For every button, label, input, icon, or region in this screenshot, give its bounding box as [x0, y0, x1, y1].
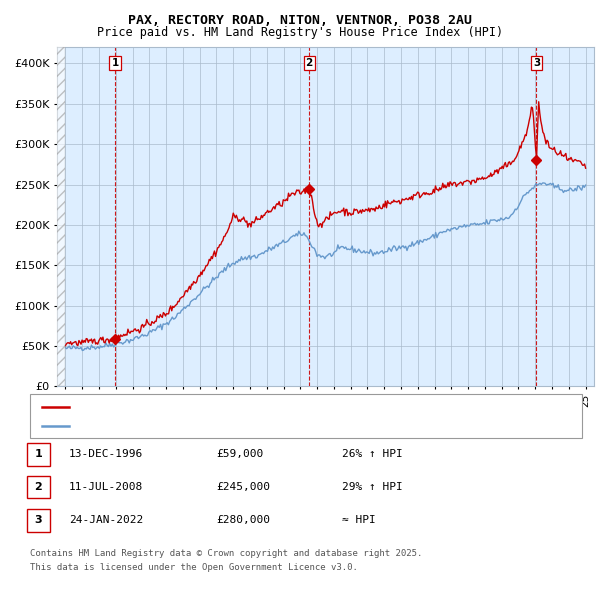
Text: 1: 1: [112, 58, 119, 68]
Text: ≈ HPI: ≈ HPI: [342, 516, 376, 525]
Text: £280,000: £280,000: [216, 516, 270, 525]
Text: HPI: Average price, semi-detached house, Isle of Wight: HPI: Average price, semi-detached house,…: [75, 421, 413, 431]
Text: 13-DEC-1996: 13-DEC-1996: [69, 450, 143, 459]
Text: £245,000: £245,000: [216, 482, 270, 491]
Text: 3: 3: [35, 516, 42, 525]
Bar: [57, 47, 65, 386]
Text: Contains HM Land Registry data © Crown copyright and database right 2025.: Contains HM Land Registry data © Crown c…: [30, 549, 422, 558]
Text: Price paid vs. HM Land Registry's House Price Index (HPI): Price paid vs. HM Land Registry's House …: [97, 26, 503, 39]
Text: 1: 1: [35, 450, 42, 459]
Text: 3: 3: [533, 58, 540, 68]
Text: This data is licensed under the Open Government Licence v3.0.: This data is licensed under the Open Gov…: [30, 563, 358, 572]
Text: £59,000: £59,000: [216, 450, 263, 459]
Text: 29% ↑ HPI: 29% ↑ HPI: [342, 482, 403, 491]
Text: PAX, RECTORY ROAD, NITON, VENTNOR, PO38 2AU (semi-detached house): PAX, RECTORY ROAD, NITON, VENTNOR, PO38 …: [75, 402, 481, 411]
Text: 24-JAN-2022: 24-JAN-2022: [69, 516, 143, 525]
Text: 2: 2: [35, 482, 42, 491]
Text: 11-JUL-2008: 11-JUL-2008: [69, 482, 143, 491]
Text: PAX, RECTORY ROAD, NITON, VENTNOR, PO38 2AU: PAX, RECTORY ROAD, NITON, VENTNOR, PO38 …: [128, 14, 472, 27]
Text: 26% ↑ HPI: 26% ↑ HPI: [342, 450, 403, 459]
Text: 2: 2: [305, 58, 313, 68]
